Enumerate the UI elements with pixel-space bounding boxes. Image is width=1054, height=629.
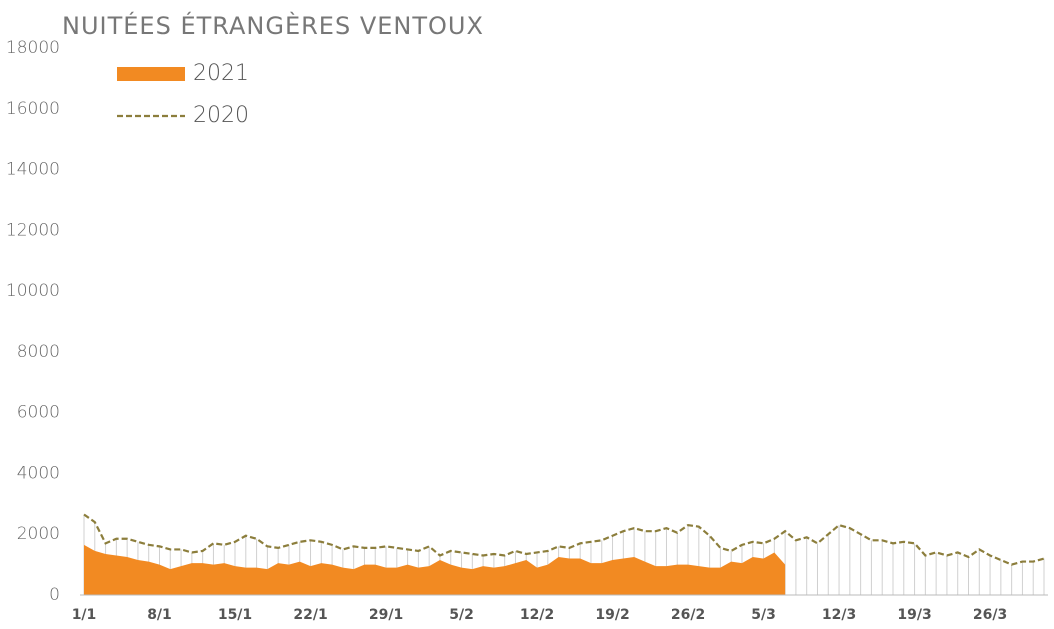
y-tick-label: 16000 [6,99,60,119]
y-tick-label: 12000 [6,220,60,240]
legend-label: 2021 [193,61,249,86]
x-tick-label: 19/2 [595,607,629,623]
x-tick-label: 8/1 [147,607,172,623]
legend-swatch [117,67,185,81]
y-tick-label: 4000 [17,463,60,483]
x-tick-label: 26/3 [973,607,1007,623]
x-tick-label: 5/2 [449,607,474,623]
y-tick-label: 14000 [6,160,60,180]
line [83,513,1045,566]
x-tick-label: 15/1 [218,607,252,623]
y-tick-label: 8000 [17,342,60,362]
x-tick-label: 12/2 [520,607,554,623]
y-tick-label: 18000 [6,38,60,58]
x-tick-label: 22/1 [293,607,327,623]
x-tick-label: 12/3 [822,607,856,623]
y-tick-label: 0 [49,585,60,605]
x-tick-label: 29/1 [369,607,403,623]
x-tick-label: 19/3 [897,607,931,623]
chart-title: NUITÉES ÉTRANGÈRES VENTOUX [62,11,484,40]
y-tick-label: 10000 [6,281,60,301]
y-tick-label: 2000 [17,524,60,544]
legend-label: 2020 [193,103,249,128]
y-tick-label: 6000 [17,403,60,423]
x-tick-label: 26/2 [671,607,705,623]
area [84,544,786,595]
x-tick-label: 5/3 [751,607,776,623]
x-tick-label: 1/1 [72,607,97,623]
